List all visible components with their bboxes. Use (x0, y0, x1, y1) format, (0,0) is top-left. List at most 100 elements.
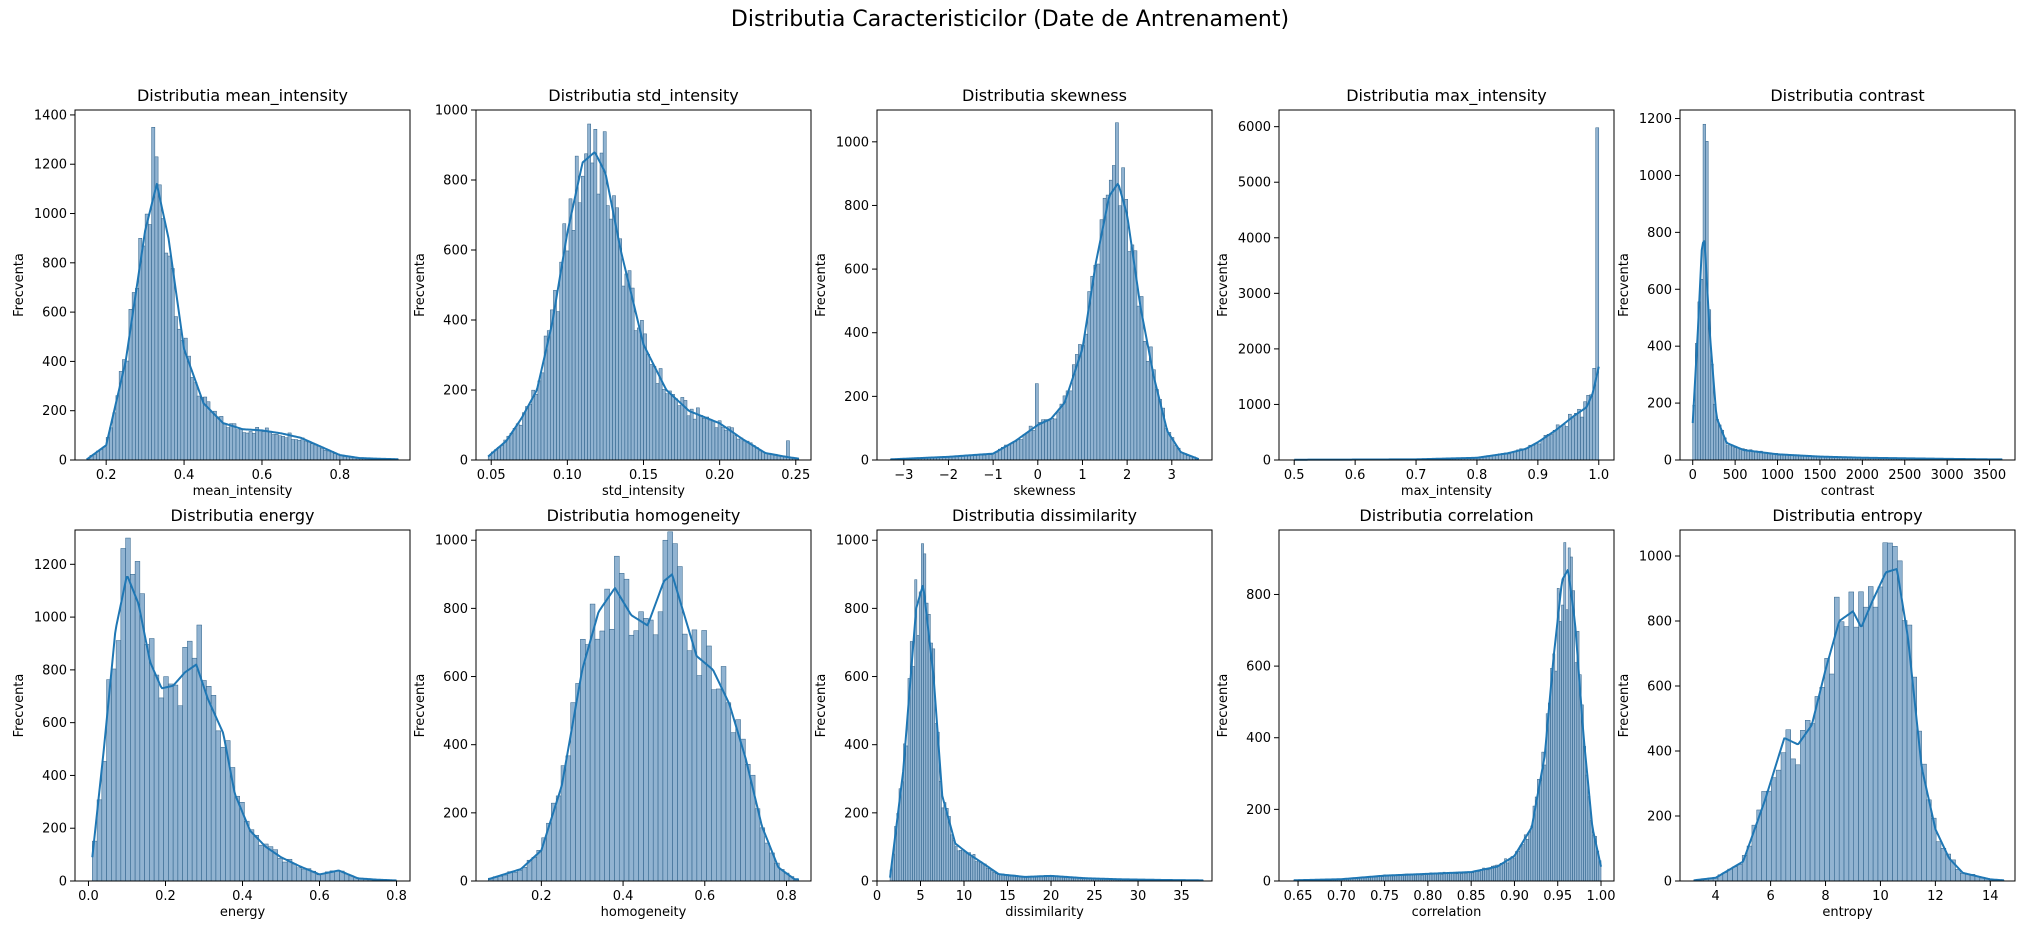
histogram-bar (1539, 779, 1543, 882)
histogram-bar (1038, 422, 1042, 461)
histogram-bar (754, 808, 761, 882)
histogram-bar (148, 224, 152, 461)
histogram-bar (1738, 449, 1742, 461)
histogram-bar (1440, 874, 1444, 882)
histogram-bar (711, 420, 716, 461)
histogram-bar (696, 675, 702, 882)
histogram-bar (730, 732, 736, 882)
histogram-bar (1044, 419, 1048, 461)
subplot-dissimilarity: 0 5 10 15 20 25 30 35 0 200 400 600 800 1000 Distribut… (814, 506, 1213, 920)
histogram-bar (1574, 662, 1578, 882)
histogram-bar (512, 428, 517, 461)
x-tick-label: 2500 (1888, 468, 1921, 483)
histogram-bar (255, 427, 259, 461)
histogram-bar (1780, 752, 1787, 882)
subplot-std_intensity: 0.05 0.10 0.15 0.20 0.25 0 200 400 600 800 1000 Dis… (413, 86, 812, 499)
histogram-bar (571, 230, 576, 461)
y-tick-label: 800 (443, 602, 468, 617)
x-axis-label: max_intensity (1401, 484, 1492, 499)
histogram-bar (1447, 873, 1450, 882)
histogram-bar (1746, 450, 1750, 461)
histogram-bar (151, 127, 156, 461)
x-tick-label: 0.90 (1500, 889, 1529, 904)
histogram-bar (1731, 445, 1735, 461)
x-tick-label: 0 (1689, 468, 1697, 483)
x-axis-label: contrast (1821, 484, 1875, 499)
histogram-bar (1112, 165, 1116, 461)
histogram-bar (992, 872, 996, 882)
histogram-bar (1591, 834, 1595, 882)
histogram-bar (717, 420, 722, 461)
y-tick-label: 1000 (836, 534, 869, 549)
histogram-bar (316, 445, 321, 461)
histogram-bar (1053, 418, 1058, 461)
histogram-bar (982, 454, 987, 461)
histogram-bar (742, 440, 747, 461)
histogram-bar (258, 844, 264, 882)
histogram-bar (326, 450, 331, 461)
kde-line (1293, 569, 1602, 882)
histogram-bar (1053, 876, 1056, 882)
histogram-bar (130, 574, 136, 882)
histogram-bar (315, 874, 321, 882)
y-tick-label: 400 (1647, 745, 1672, 760)
histogram-bar (612, 195, 616, 461)
x-tick-label: 0 (873, 889, 881, 904)
histogram-bar (139, 593, 145, 882)
histogram-bar (1515, 851, 1518, 882)
histogram-bar (724, 429, 728, 461)
x-tick-label: 0.20 (705, 468, 734, 483)
histogram-bar (1381, 876, 1384, 882)
histogram-bar (201, 680, 207, 882)
histogram-bar (614, 555, 620, 882)
histogram-bar (182, 647, 188, 882)
histogram-bar (1508, 858, 1512, 882)
histogram-bar (1546, 434, 1551, 461)
kde-line (1693, 568, 2005, 882)
histogram-bar (1506, 862, 1510, 882)
histogram-bar (281, 436, 285, 461)
histogram-bar (1561, 424, 1566, 461)
y-tick-label: 200 (1246, 803, 1271, 818)
histogram-bar (1035, 383, 1039, 461)
histogram-bar (282, 861, 288, 882)
axes-frame (1278, 109, 1615, 461)
histogram-bar (313, 444, 318, 461)
y-tick-label: 0 (460, 454, 468, 469)
histogram-bar (1775, 769, 1782, 882)
histogram-bar (662, 539, 669, 882)
histogram-bar (1565, 426, 1569, 461)
histogram-bar (655, 383, 660, 461)
y-tick-label: 1200 (1639, 112, 1672, 127)
subplot-title: Distributia correlation (1359, 506, 1533, 525)
histogram-bar (939, 781, 942, 882)
histogram-bar (994, 873, 998, 882)
histogram-bar (973, 455, 977, 461)
histogram-bar (637, 327, 641, 461)
histogram-bar (643, 618, 649, 882)
histogram-bar (248, 829, 255, 882)
histogram-bar (1510, 856, 1514, 882)
kde-line (890, 182, 1199, 461)
histogram-bar (268, 431, 272, 461)
histogram-bar (1882, 542, 1888, 882)
axes-frame (475, 529, 812, 882)
histogram-bar (1453, 873, 1457, 882)
histogram-bar (1702, 123, 1706, 461)
histogram-bar (1766, 790, 1772, 882)
histogram-bar (599, 630, 605, 882)
histogram-bar (587, 123, 591, 461)
histogram-bar (206, 686, 212, 882)
y-tick-label: 1000 (435, 104, 468, 119)
y-axis-label: Frecventa (814, 253, 829, 317)
histogram-bar (253, 835, 259, 882)
x-tick-label: 0.80 (1413, 889, 1442, 904)
histogram-bar (934, 723, 938, 882)
histogram-bar (274, 433, 279, 461)
histogram-bar (970, 857, 974, 882)
y-tick-label: 1000 (1639, 550, 1672, 565)
histogram-bar (213, 410, 217, 461)
y-tick-label: 3000 (1238, 287, 1271, 302)
histogram-bar (170, 268, 175, 461)
histogram-bar (1892, 546, 1898, 882)
